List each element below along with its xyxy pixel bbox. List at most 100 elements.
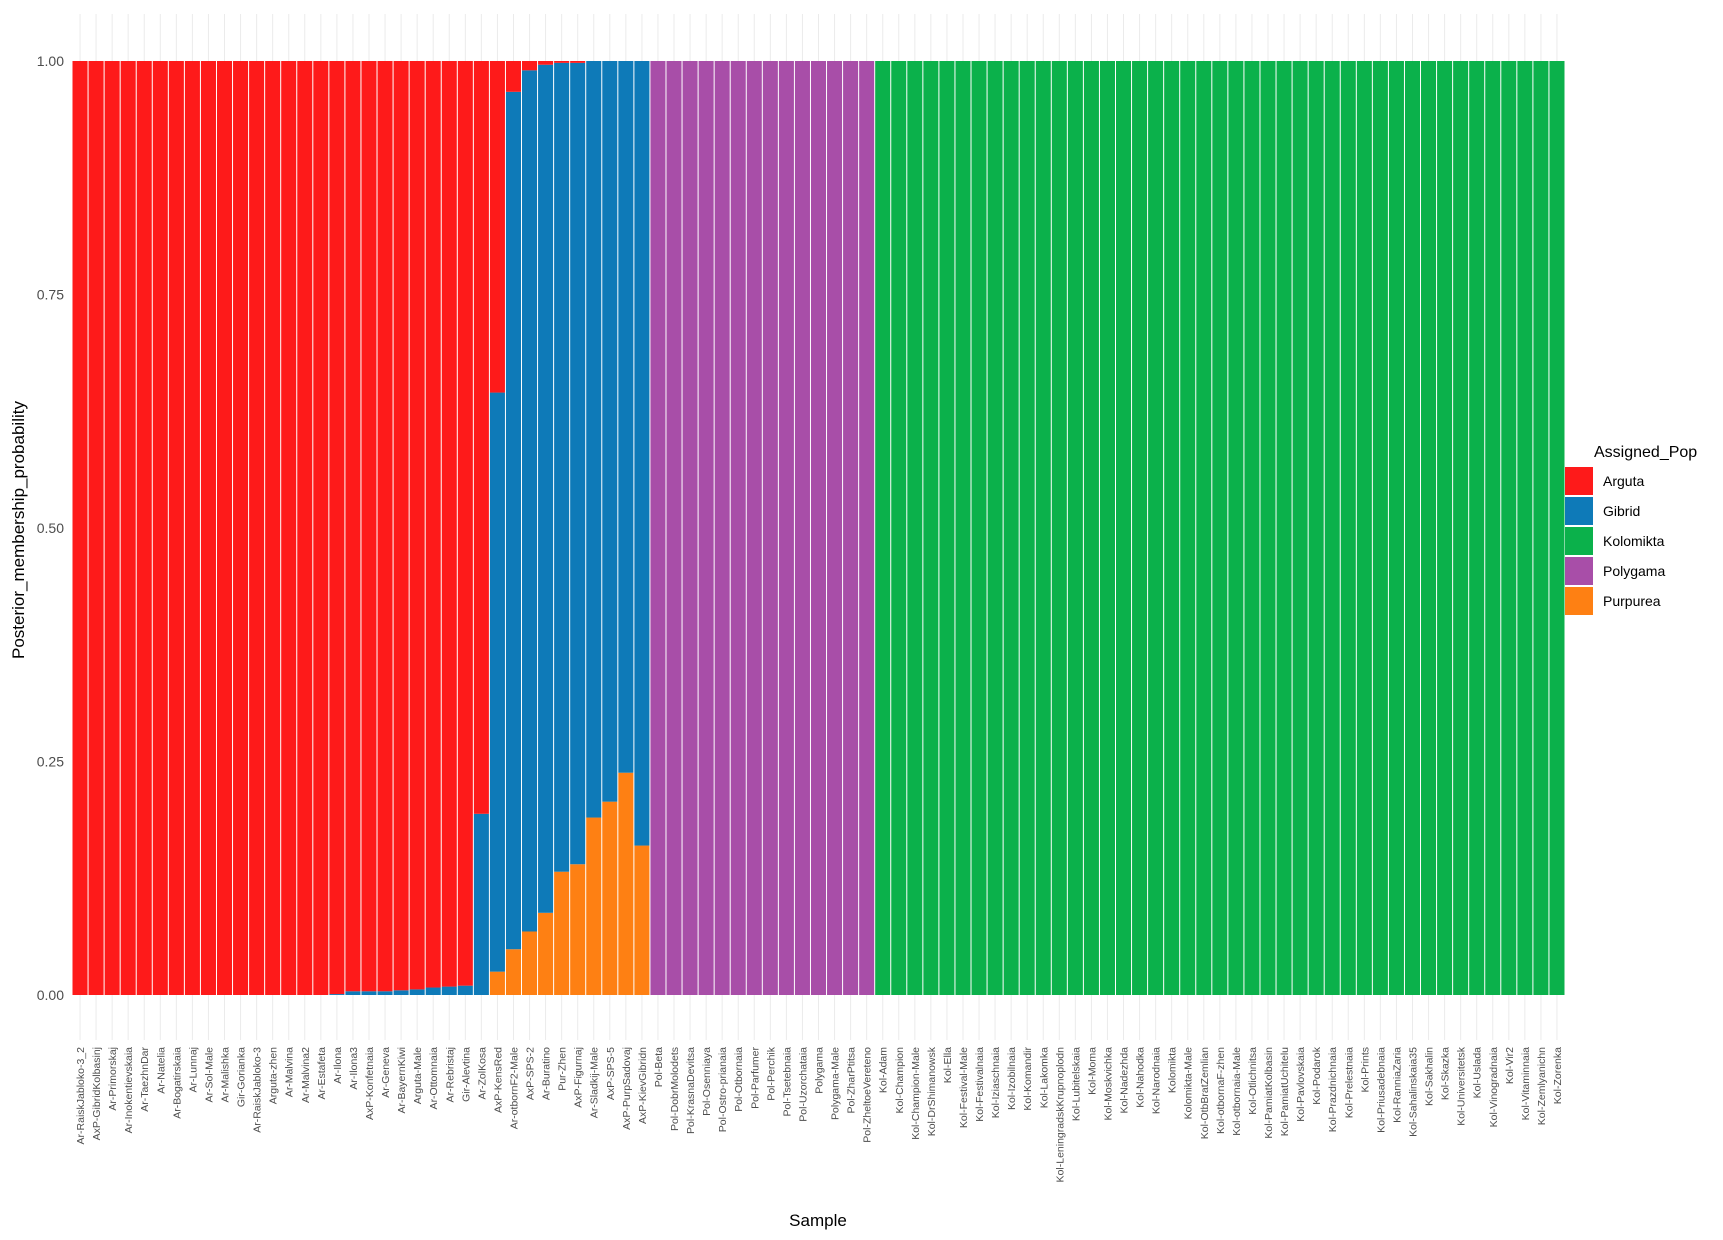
bar-segment-gibrid <box>505 91 522 950</box>
x-tick-label: Ar-Ilona <box>332 1047 344 1084</box>
bar-segment-purpurea <box>586 817 602 995</box>
x-tick-label: Pol-Beta <box>653 1047 665 1087</box>
x-tick-label: Kol-Lakomka <box>1038 1047 1050 1108</box>
x-tick-label: Ar-Ottomnaia <box>428 1047 440 1110</box>
legend-swatch-purpurea <box>1565 587 1593 615</box>
bar-segment-kolomikta <box>1212 61 1228 995</box>
x-tick-label: Kol-Sakhalin <box>1424 1047 1436 1106</box>
bar-segment-arguta <box>72 61 88 995</box>
x-tick-label: AxP-Figurnaj <box>573 1047 585 1108</box>
bar-segment-gibrid <box>538 64 554 913</box>
bar-segment-arguta <box>361 61 377 992</box>
x-tick-label: Pol-Perchik <box>765 1046 777 1100</box>
bar-segment-kolomikta <box>1437 61 1453 995</box>
bar-segment-kolomikta <box>1260 61 1276 995</box>
x-tick-label: Pol-Parfumer <box>749 1047 761 1109</box>
bar-segment-gibrid <box>489 392 505 972</box>
x-tick-label: Kol-Prints <box>1359 1047 1371 1093</box>
x-axis-ticks: Ar-RaiskJabloko-3_2 AxP-GibridKolbasinj Ar… <box>75 1046 1564 1182</box>
bar-segment-kolomikta <box>1244 61 1260 995</box>
x-tick-label: Gir-Alevtina <box>460 1047 472 1102</box>
bar-segment-purpurea <box>554 871 570 995</box>
bar-segment-arguta <box>473 61 489 814</box>
bar-segment-kolomikta <box>1421 61 1437 995</box>
bar-segment-arguta <box>393 61 409 991</box>
x-tick-label: Ar-Geneva <box>380 1047 392 1098</box>
bar-segment-kolomikta <box>875 61 891 995</box>
bar-segment-polygama <box>794 61 810 995</box>
bar-segment-arguta <box>570 61 586 63</box>
x-tick-label: Kol-Universitetsk <box>1456 1046 1468 1126</box>
bar-segment-kolomikta <box>1501 61 1517 995</box>
x-tick-label: Kol-Zorenka <box>1552 1047 1564 1104</box>
bar-segment-purpurea <box>522 931 538 995</box>
bar-segment-polygama <box>810 61 827 995</box>
x-tick-label: Kol-OtbBratZemlian <box>1199 1047 1211 1139</box>
x-tick-label: Kol-Vitaminnaia <box>1520 1047 1532 1121</box>
bar-segment-kolomikta <box>987 61 1003 995</box>
x-tick-label: Kol-RanniaZaria <box>1391 1047 1403 1123</box>
x-tick-label: Kol-PamiatUchitelu <box>1279 1047 1291 1136</box>
x-tick-label: Kol-Prazdnichnaia <box>1327 1047 1339 1132</box>
bar-segment-arguta <box>409 61 425 990</box>
bar-segment-gibrid <box>522 70 538 932</box>
x-tick-label: Ar-Malishka <box>220 1047 232 1103</box>
bar-segment-arguta <box>233 61 249 995</box>
x-tick-label: Kol-Komandir <box>1022 1047 1034 1111</box>
x-tick-label: Ar-Buratino <box>541 1047 553 1100</box>
bar-segment-arguta <box>377 61 393 992</box>
y-tick-label: 0.75 <box>37 287 64 303</box>
bar-segment-kolomikta <box>1083 61 1099 995</box>
x-tick-label: Ar-Sladkij-Male <box>589 1047 601 1118</box>
bar-segment-kolomikta <box>1340 61 1356 995</box>
x-tick-label: Gir-Gorianka <box>236 1047 248 1107</box>
stacked-bars <box>72 61 1565 995</box>
x-tick-label: Kol-Festival-Male <box>958 1047 970 1128</box>
bar-segment-kolomikta <box>907 61 923 995</box>
y-axis-ticks: 0.00 0.25 0.50 0.75 1.00 <box>37 53 64 1003</box>
x-tick-label: Ar-Rebristaj <box>444 1047 456 1102</box>
x-tick-label: Kol-otbornaF-zhen <box>1215 1047 1227 1134</box>
x-tick-label: Kol-Uslada <box>1472 1047 1484 1099</box>
bar-segment-gibrid <box>618 61 634 773</box>
x-tick-label: Ar-Inokentievskaia <box>123 1047 135 1134</box>
legend-label-kolomikta: Kolomikta <box>1603 533 1665 549</box>
x-tick-label: Ar-otbornF2-Male <box>509 1047 521 1129</box>
x-tick-label: Kol-otbornaia-Male <box>1231 1047 1243 1136</box>
legend-title: Assigned_Pop <box>1594 444 1697 461</box>
x-tick-label: Kol-PamiatKolbasin <box>1263 1047 1275 1139</box>
bar-segment-kolomikta <box>1132 61 1148 995</box>
x-tick-label: Kolomikta-Male <box>1183 1047 1195 1120</box>
bar-segment-gibrid <box>361 991 377 995</box>
bar-segment-arguta <box>184 61 200 995</box>
bar-segment-kolomikta <box>1196 61 1212 995</box>
x-tick-label: Ar-Bogatirskaia <box>171 1047 183 1119</box>
x-tick-label: Ar-Natelia <box>155 1047 167 1094</box>
bar-segment-polygama <box>859 61 875 995</box>
bar-segment-kolomikta <box>955 61 971 995</box>
x-tick-label: Kol-Vinogradnaia <box>1488 1047 1500 1128</box>
bar-segment-kolomikta <box>1228 61 1244 995</box>
bar-segment-arguta <box>136 61 152 995</box>
x-tick-label: Kol-Nahodka <box>1135 1047 1147 1108</box>
bar-segment-gibrid <box>409 989 425 995</box>
bar-segment-polygama <box>843 61 859 995</box>
legend-label-arguta: Arguta <box>1603 473 1644 489</box>
bar-segment-gibrid <box>393 990 409 995</box>
bar-segment-kolomikta <box>1099 61 1115 995</box>
bar-segment-kolomikta <box>1404 61 1421 995</box>
bar-segment-kolomikta <box>1019 61 1035 995</box>
x-tick-label: Pol-KrasnaDevitsa <box>685 1047 697 1134</box>
bar-segment-arguta <box>265 61 281 995</box>
bar-segment-gibrid <box>586 61 602 818</box>
bar-segment-gibrid <box>425 987 441 995</box>
bar-segment-gibrid <box>554 62 570 872</box>
bar-segment-kolomikta <box>971 61 987 995</box>
x-tick-label: Pol-Tsetebnaia <box>781 1047 793 1117</box>
bar-segment-purpurea <box>634 845 650 995</box>
x-tick-label: Kol-Ella <box>942 1047 954 1083</box>
bar-segment-purpurea <box>618 772 634 995</box>
x-axis-title: Sample <box>789 1211 847 1230</box>
x-tick-label: Kol-Skazka <box>1440 1047 1452 1100</box>
bar-segment-kolomikta <box>1549 61 1565 995</box>
